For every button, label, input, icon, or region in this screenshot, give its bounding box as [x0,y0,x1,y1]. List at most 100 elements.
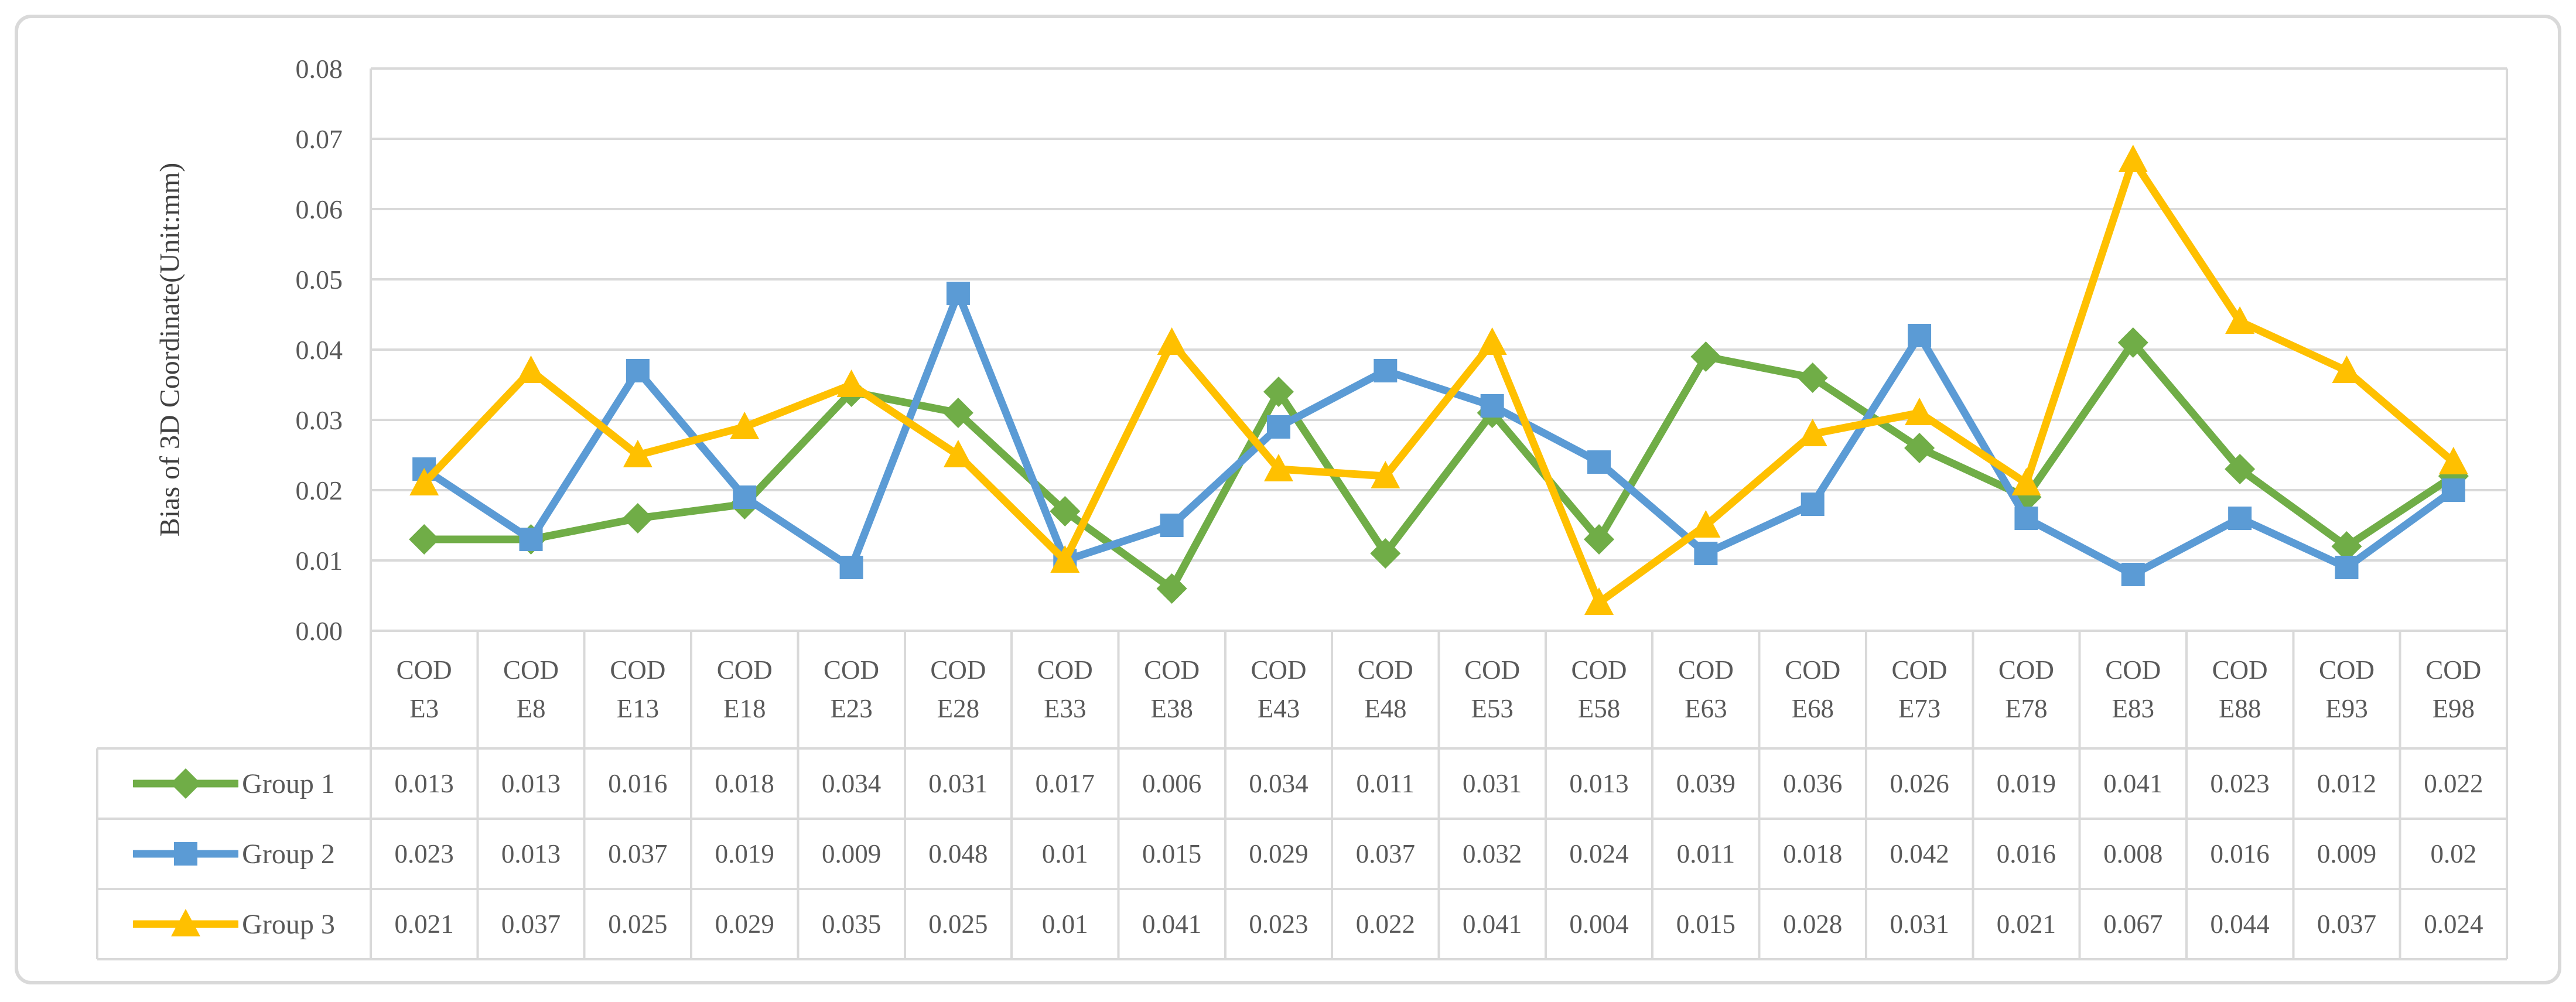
x-category-label: COD E63 [1678,655,1734,723]
table-value-cell: 0.024 [1569,839,1629,868]
data-point-marker [1480,394,1504,418]
table-value-cell: 0.011 [1676,839,1735,868]
table-value-cell: 0.034 [821,769,882,798]
data-point-marker [409,468,439,495]
table-value-cell: 0.022 [2424,769,2483,798]
table-value-cell: 0.037 [608,839,668,868]
table-value-cell: 0.035 [821,909,882,939]
legend-label: Group 1 [242,768,335,799]
x-category-label: COD E83 [2105,655,2161,723]
table-value-cell: 0.032 [1463,839,1522,868]
data-point-marker [2118,145,2148,172]
data-point-marker [1908,324,1932,347]
table-value-cell: 0.029 [715,909,774,939]
data-point-marker [2441,478,2465,502]
data-point-marker [1266,415,1290,439]
data-point-marker [622,503,653,534]
x-category-label: COD E68 [1785,655,1841,723]
table-value-cell: 0.025 [608,909,668,939]
data-point-marker [1905,398,1935,425]
x-category-label: COD E28 [930,655,986,723]
table-value-cell: 0.036 [1783,769,1843,798]
x-category-label: COD E73 [1891,655,1948,723]
table-value-cell: 0.019 [715,839,774,868]
table-value-cell: 0.041 [2103,769,2163,798]
table-value-cell: 0.023 [394,839,454,868]
data-point-marker [2011,468,2041,495]
table-value-cell: 0.031 [1890,909,1949,939]
data-point-marker [836,370,866,397]
data-point-marker [2121,563,2145,586]
data-point-marker [1160,514,1184,537]
data-point-marker [1691,510,1721,538]
table-value-cell: 0.037 [2317,909,2377,939]
data-point-marker [1477,327,1507,355]
data-point-marker [2228,507,2252,530]
y-tick-label: 0.01 [295,545,343,576]
data-point-marker [519,528,543,551]
table-value-cell: 0.004 [1569,909,1629,939]
data-point-marker [2117,327,2148,358]
x-category-label: COD E18 [716,655,773,723]
data-point-marker [1374,359,1398,382]
data-point-marker [2225,306,2255,334]
table-value-cell: 0.044 [2210,909,2270,939]
data-point-marker [1156,573,1187,604]
data-point-marker [1798,419,1827,446]
x-category-label: COD E43 [1251,655,1307,723]
table-value-cell: 0.037 [501,909,561,939]
table-value-cell: 0.017 [1035,769,1095,798]
y-tick-label: 0.02 [295,475,343,505]
data-point-marker [516,355,546,383]
data-point-marker [1371,461,1400,488]
table-value-cell: 0.015 [1142,839,1202,868]
data-point-marker [943,440,973,467]
x-category-label: COD E53 [1464,655,1521,723]
data-point-marker [1584,524,1615,555]
table-value-cell: 0.031 [1463,769,1522,798]
data-point-marker [946,282,970,305]
data-point-marker [409,524,440,555]
data-point-marker [1797,363,1828,393]
y-axis-title: Bias of 3D Coordinate(Unit:mm) [154,162,186,537]
x-category-label: COD E98 [2425,655,2482,723]
x-category-label: COD E48 [1357,655,1413,723]
table-value-cell: 0.041 [1142,909,1202,939]
data-point-marker [2335,556,2359,579]
x-category-label: COD E88 [2212,655,2268,723]
data-point-marker [1157,327,1187,355]
table-value-cell: 0.012 [2317,769,2377,798]
triangle-legend-key-icon [133,909,239,936]
table-value-cell: 0.023 [2210,769,2270,798]
data-point-marker [2225,454,2256,484]
table-value-cell: 0.037 [1355,839,1415,868]
legend-item-group-3: Group 3 [97,889,371,959]
x-category-label: COD E38 [1144,655,1200,723]
table-value-cell: 0.013 [1569,769,1629,798]
table-value-cell: 0.067 [2103,909,2163,939]
table-value-cell: 0.013 [501,839,561,868]
table-value-cell: 0.023 [1249,909,1309,939]
diamond-legend-key-icon [133,768,239,799]
x-category-label: COD E3 [396,655,452,723]
legend-item-group-2: Group 2 [97,819,371,889]
x-category-label: COD E58 [1571,655,1627,723]
x-category-label: COD E13 [610,655,666,723]
legend-label: Group 3 [242,908,335,940]
table-value-cell: 0.02 [2430,839,2477,868]
table-value-cell: 0.008 [2103,839,2163,868]
data-point-marker [1263,377,1294,407]
data-point-marker [1050,496,1081,526]
table-value-cell: 0.016 [608,769,668,798]
table-value-cell: 0.022 [1355,909,1415,939]
table-value-cell: 0.013 [394,769,454,798]
data-point-marker [2014,507,2038,530]
table-value-cell: 0.034 [1249,769,1309,798]
table-value-cell: 0.013 [501,769,561,798]
table-value-cell: 0.024 [2424,909,2483,939]
y-tick-label: 0.07 [295,124,343,154]
data-point-marker [626,359,650,382]
